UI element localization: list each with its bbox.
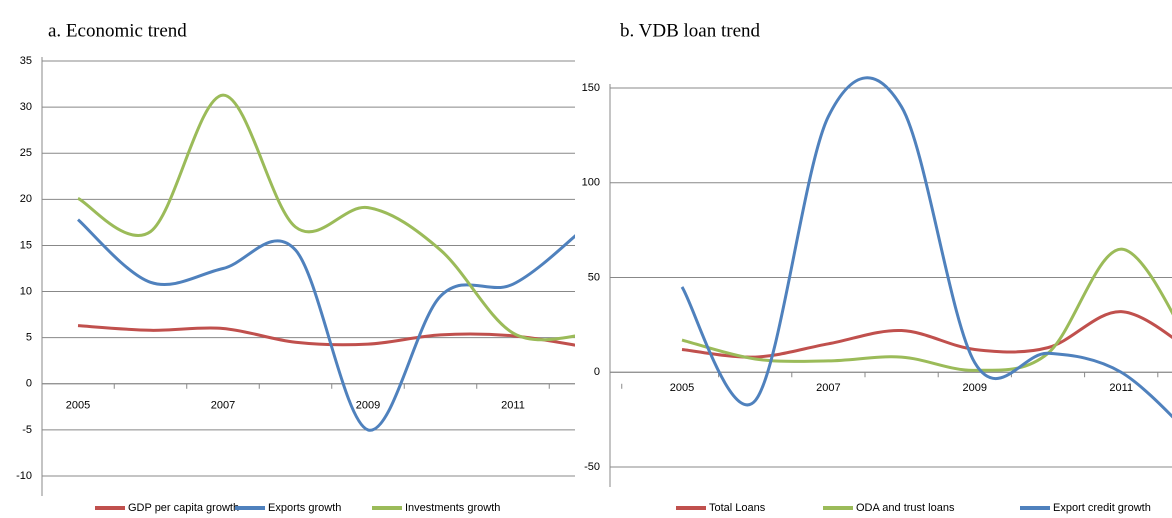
- chart-title: b. VDB loan trend: [620, 20, 761, 41]
- series-line: [681, 247, 1172, 372]
- y-tick-label: -5: [22, 424, 32, 436]
- x-tick-label: 2007: [211, 400, 235, 412]
- plot-lines: [680, 76, 1172, 419]
- legend-label: Investments growth: [405, 502, 500, 514]
- chart-title: a. Economic trend: [48, 20, 187, 41]
- x-tick-label: 2009: [356, 400, 380, 412]
- legend-label: Export credit growth: [1053, 502, 1151, 514]
- x-tick-label: 2011: [1109, 382, 1133, 394]
- legend-label: GDP per capita growth: [128, 502, 239, 514]
- y-tick-label: 30: [20, 101, 32, 113]
- y-tick-label: 15: [20, 239, 32, 251]
- series-line: [77, 93, 575, 342]
- x-tick-label: 2005: [670, 382, 694, 394]
- y-tick-label: -10: [16, 470, 32, 482]
- y-tick-label: 100: [582, 177, 600, 189]
- plot-lines: [77, 93, 575, 432]
- y-tick-label: 0: [26, 378, 32, 390]
- y-tick-label: 10: [20, 285, 32, 297]
- legend-label: Exports growth: [268, 502, 341, 514]
- y-tick-label: 50: [588, 271, 600, 283]
- x-tick-label: 2009: [963, 382, 987, 394]
- series-line: [680, 76, 1172, 419]
- series-line: [681, 310, 1172, 359]
- y-tick-label: 25: [20, 147, 32, 159]
- y-tick-label: 5: [26, 332, 32, 344]
- y-tick-label: 35: [20, 55, 32, 67]
- series-line: [77, 218, 575, 432]
- y-tick-label: 0: [594, 366, 600, 378]
- x-tick-label: 2011: [501, 400, 525, 412]
- y-tick-label: 150: [582, 82, 600, 94]
- x-tick-label: 2005: [66, 400, 90, 412]
- legend-label: ODA and trust loans: [856, 502, 955, 514]
- y-tick-label: 20: [20, 193, 32, 205]
- legend-label: Total Loans: [709, 502, 766, 514]
- y-tick-label: -50: [584, 461, 600, 473]
- x-tick-label: 2007: [816, 382, 840, 394]
